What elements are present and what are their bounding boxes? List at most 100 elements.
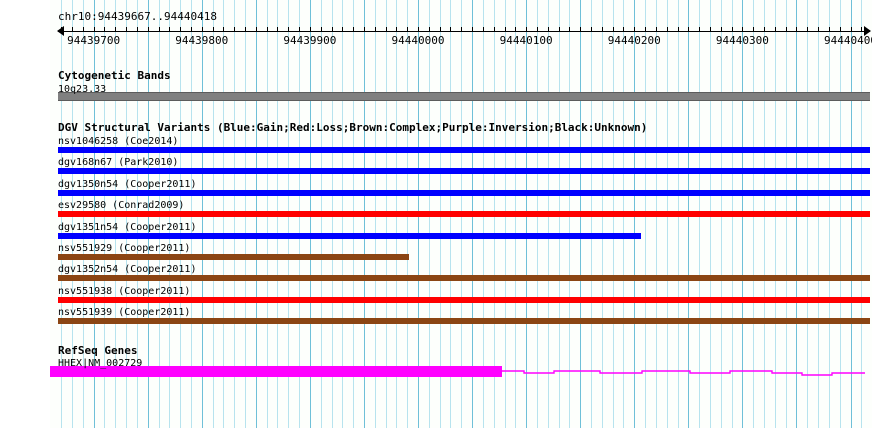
dgv-variant-bar[interactable] <box>58 275 870 282</box>
dgv-variant-label: dgv1352n54 (Cooper2011) <box>58 264 197 276</box>
ruler-tick <box>720 27 722 32</box>
ruler-tick <box>245 27 247 32</box>
ruler-tick <box>428 27 430 32</box>
ruler-tick <box>212 27 214 32</box>
ruler-tick <box>666 27 668 32</box>
ruler-tick-label: 94439800 <box>175 34 229 47</box>
ruler-tick <box>353 27 355 32</box>
ruler-tick-label: 94439900 <box>283 34 337 47</box>
ruler-tick <box>688 27 690 32</box>
dgv-variant-bar[interactable] <box>58 147 870 153</box>
ruler-tick <box>796 27 798 32</box>
ruler-tick <box>309 27 311 32</box>
ruler-tick <box>136 27 138 32</box>
refseq-intron-line <box>502 370 865 376</box>
ruler-tick <box>450 27 452 32</box>
dgv-variant-label: nsv1046258 (Coe2014) <box>58 136 179 147</box>
ruler-tick <box>612 27 614 32</box>
ruler-tick <box>601 27 603 32</box>
ruler-tick <box>655 27 657 32</box>
ruler-tick <box>363 27 365 32</box>
ruler-axis-line <box>58 31 870 32</box>
refseq-intron-path <box>502 370 865 376</box>
dgv-variant-label: dgv1350n54 (Cooper2011) <box>58 178 197 190</box>
ruler-tick <box>461 27 463 32</box>
ruler-tick <box>255 27 257 32</box>
ruler-tick-label: 94440200 <box>607 34 661 47</box>
ruler-tick <box>190 27 192 32</box>
dgv-variant-bar[interactable] <box>58 168 870 175</box>
ruler-tick <box>623 27 625 32</box>
ruler-tick <box>807 27 809 32</box>
ruler-tick <box>850 27 852 32</box>
ruler-tick <box>526 27 528 32</box>
ruler-tick <box>591 27 593 32</box>
ruler-tick <box>407 27 409 32</box>
refseq-track-title: RefSeq Genes <box>58 344 138 357</box>
ruler-tick <box>482 27 484 32</box>
arrow-left-icon <box>57 26 64 36</box>
genomic-position-label: chr10:94439667..94440418 <box>58 10 217 23</box>
ruler-tick <box>764 27 766 32</box>
ruler-tick <box>742 27 744 32</box>
ruler-tick <box>504 27 506 32</box>
ruler-tick-label: 94440000 <box>391 34 445 47</box>
ruler-tick <box>558 27 560 32</box>
dgv-variant-label: esv29580 (Conrad2009) <box>58 200 185 212</box>
ruler-tick <box>439 27 441 32</box>
refseq-gene-label: HHEX|NM_002729 <box>58 358 143 369</box>
ruler-tick <box>580 27 582 32</box>
ruler-tick <box>828 27 830 32</box>
ruler-tick <box>61 27 63 32</box>
ruler-tick <box>515 27 517 32</box>
refseq-exon-block[interactable] <box>47 366 502 377</box>
ruler-tick <box>472 27 474 32</box>
ruler-tick <box>223 27 225 32</box>
ruler-tick-label: 94440100 <box>499 34 553 47</box>
ruler-tick <box>266 27 268 32</box>
ruler-tick <box>126 27 128 32</box>
ruler-tick <box>677 27 679 32</box>
ruler-tick <box>839 27 841 32</box>
right-margin <box>872 0 890 428</box>
ruler-tick <box>342 27 344 32</box>
ruler-tick <box>818 27 820 32</box>
ruler-tick <box>634 27 636 32</box>
ruler-tick <box>320 27 322 32</box>
ruler-tick <box>115 27 117 32</box>
ruler-tick <box>645 27 647 32</box>
cytogenetic-bands-title: Cytogenetic Bands <box>58 69 171 82</box>
ruler-tick <box>180 27 182 32</box>
ruler-tick <box>299 27 301 32</box>
ruler-tick <box>785 27 787 32</box>
ruler-tick <box>861 27 863 32</box>
ruler-tick <box>536 27 538 32</box>
ruler-tick <box>731 27 733 32</box>
dgv-variant-bar[interactable] <box>58 296 870 303</box>
left-margin <box>0 0 50 428</box>
dgv-variant-bar[interactable] <box>58 318 870 325</box>
ruler-tick <box>234 27 236 32</box>
ruler-tick <box>72 27 74 32</box>
dgv-variant-label: dgv1351n54 (Cooper2011) <box>58 221 197 233</box>
ruler-tick-label: 94439700 <box>67 34 121 47</box>
ruler-tick <box>158 27 160 32</box>
ruler-tick <box>82 27 84 32</box>
ruler-tick <box>774 27 776 32</box>
ruler-tick <box>547 27 549 32</box>
cytogenetic-band-bar[interactable] <box>58 92 870 101</box>
ruler-tick <box>147 27 149 32</box>
dgv-variant-bar[interactable] <box>58 189 870 196</box>
dgv-variant-label: nsv551938 (Cooper2011) <box>58 285 191 297</box>
ruler-tick <box>493 27 495 32</box>
dgv-variant-bar[interactable] <box>58 254 409 260</box>
dgv-variant-bar[interactable] <box>58 232 641 239</box>
ruler-tick <box>277 27 279 32</box>
ruler-tick <box>104 27 106 32</box>
ruler-tick <box>396 27 398 32</box>
ruler-tick <box>385 27 387 32</box>
ruler-tick-label: 94440400 <box>824 34 878 47</box>
dgv-variant-bar[interactable] <box>58 211 870 218</box>
dgv-variant-label: nsv551929 (Cooper2011) <box>58 243 191 254</box>
